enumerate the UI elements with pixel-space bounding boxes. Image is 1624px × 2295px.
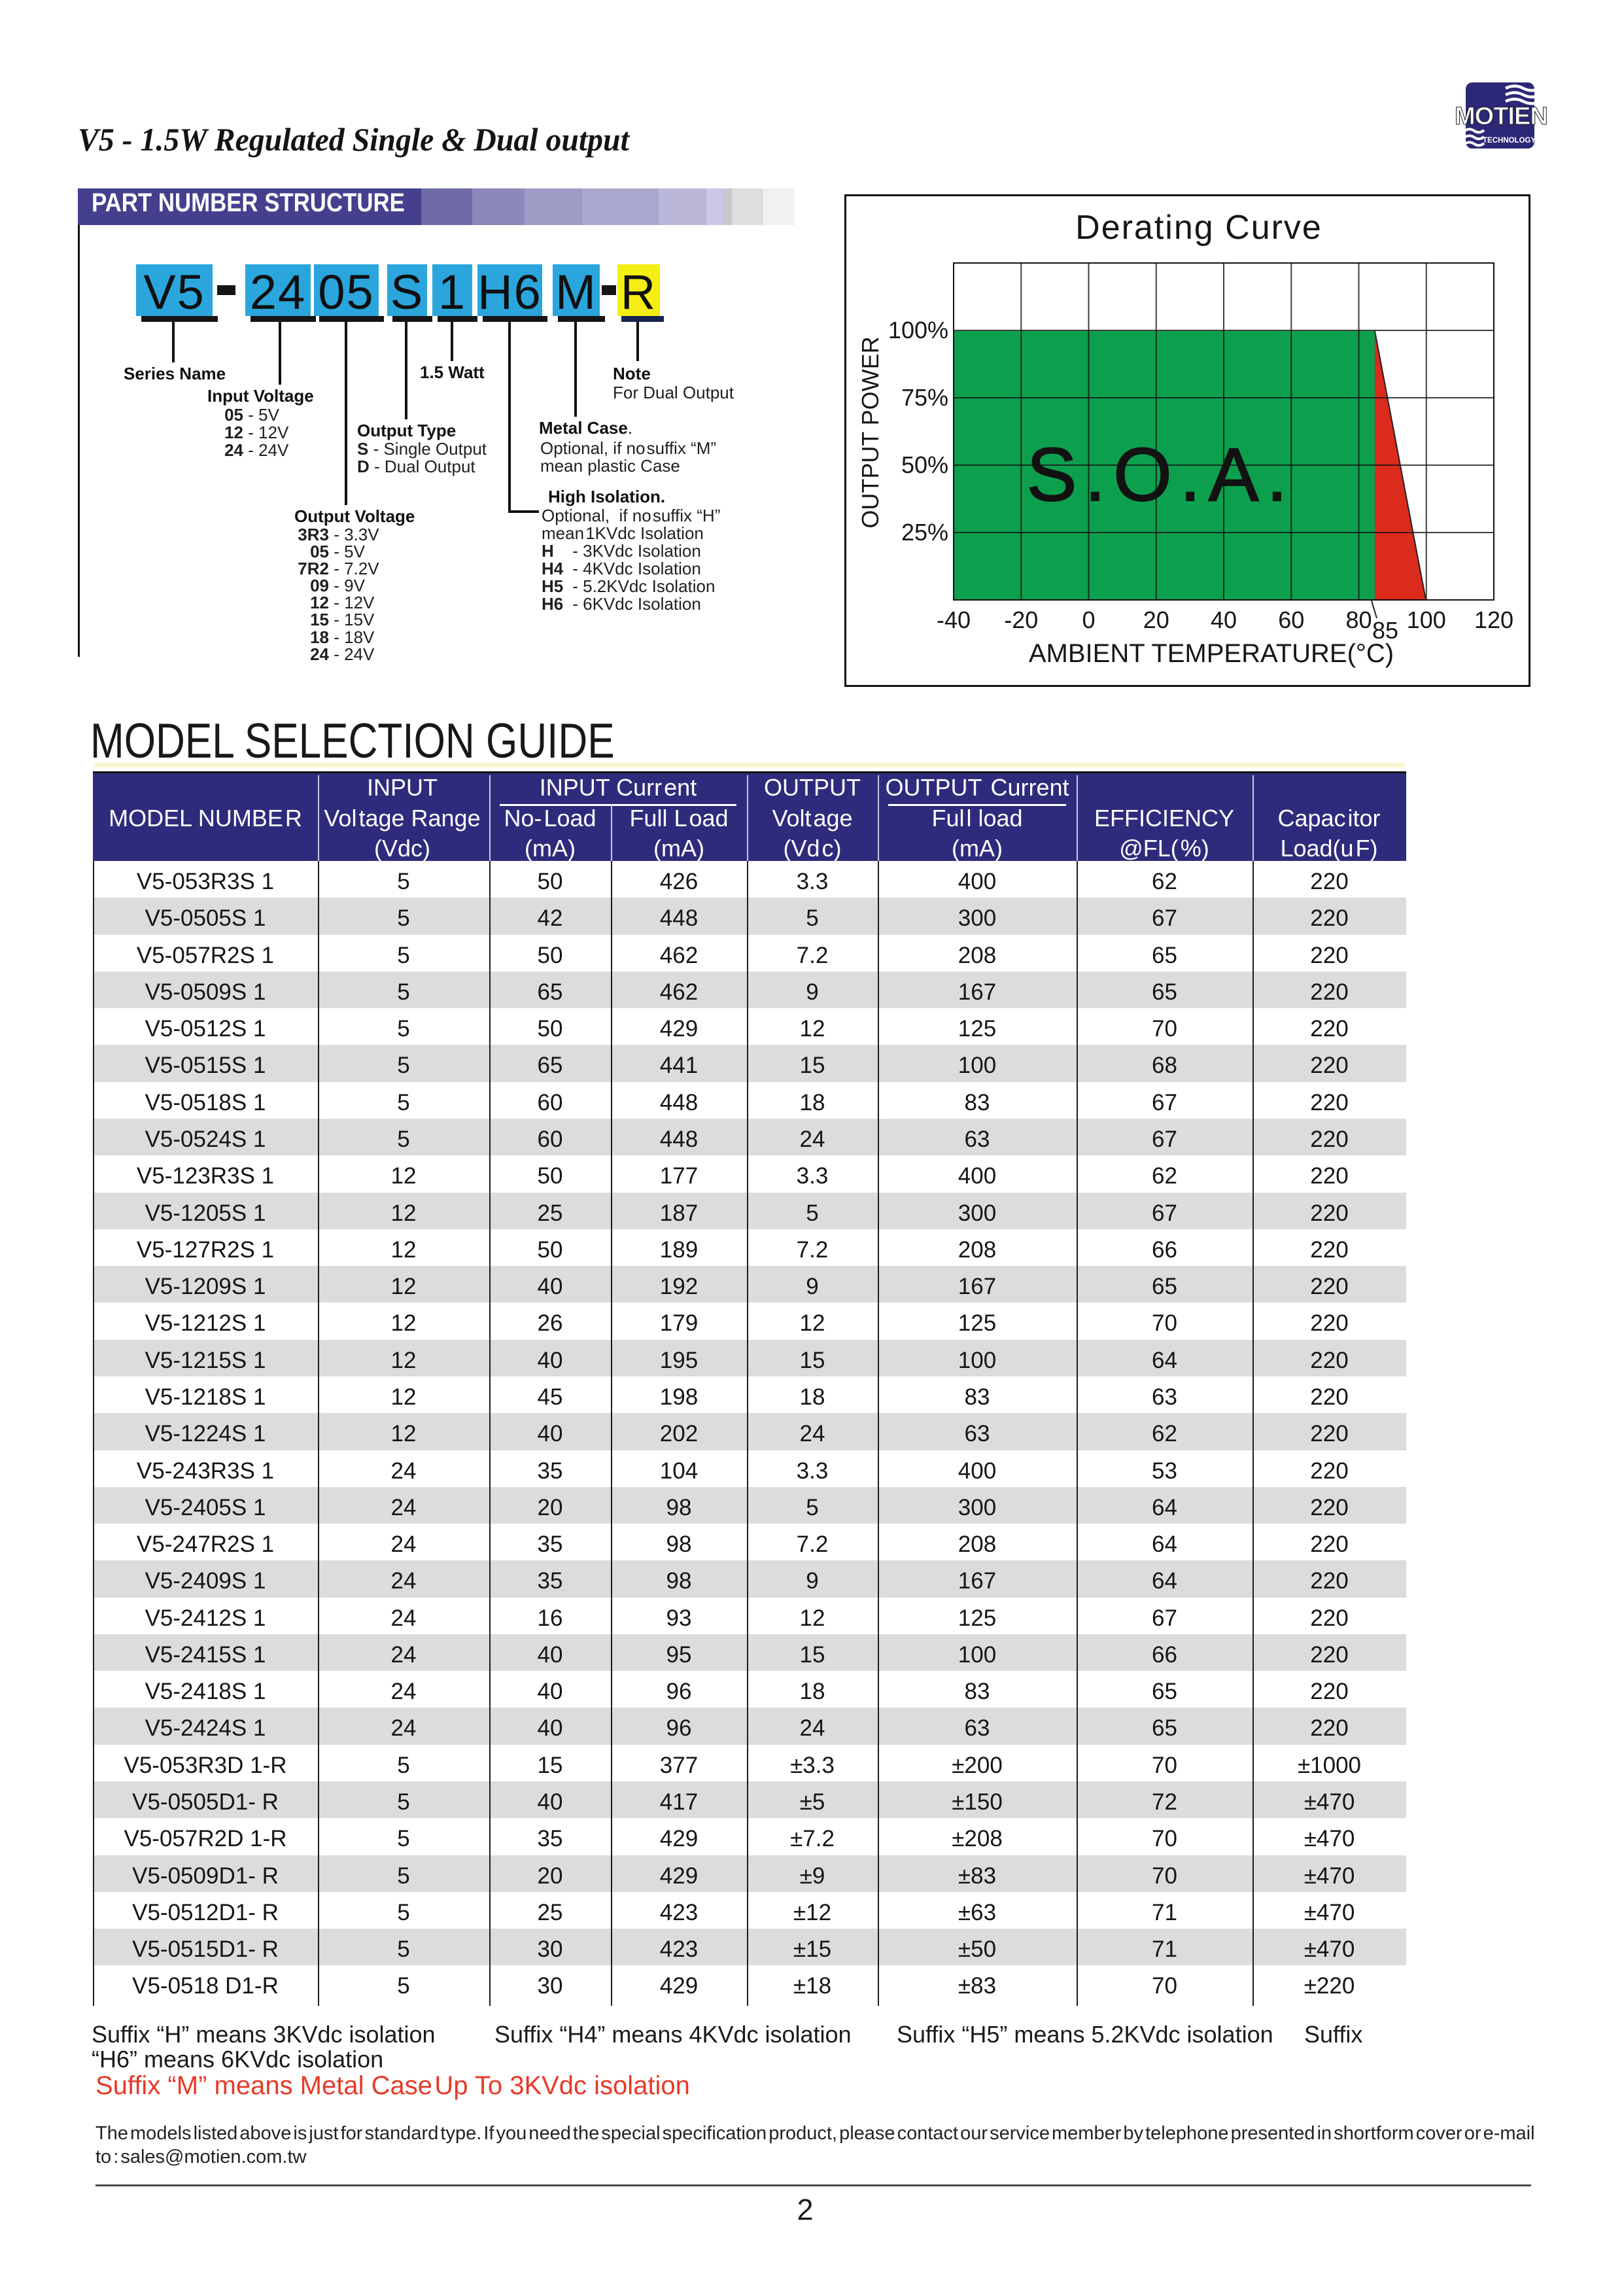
svg-text:40: 40: [1211, 606, 1237, 633]
svg-text:-40: -40: [937, 606, 971, 633]
svg-text:TECHNOLOGY: TECHNOLOGY: [1483, 137, 1536, 145]
svg-text:OUTPUT POWER: OUTPUT POWER: [857, 336, 884, 528]
svg-text:75%: 75%: [901, 384, 948, 411]
svg-text:AMBIENT TEMPERATURE(°C): AMBIENT TEMPERATURE(°C): [1029, 639, 1394, 668]
svg-text:60: 60: [1278, 606, 1304, 633]
svg-text:Derating Curve: Derating Curve: [1075, 209, 1322, 247]
svg-text:50%: 50%: [901, 451, 948, 478]
svg-text:120: 120: [1474, 606, 1513, 633]
svg-text:100: 100: [1407, 606, 1446, 633]
svg-text:MOTIEN: MOTIEN: [1455, 103, 1547, 130]
svg-text:20: 20: [1143, 606, 1169, 633]
svg-text:0: 0: [1082, 606, 1095, 633]
svg-text:S.O.A.: S.O.A.: [1027, 433, 1296, 517]
svg-text:25%: 25%: [901, 519, 948, 546]
svg-text:85: 85: [1372, 617, 1398, 644]
svg-text:-20: -20: [1004, 606, 1038, 633]
svg-text:80: 80: [1345, 606, 1372, 633]
svg-text:100%: 100%: [888, 317, 948, 343]
